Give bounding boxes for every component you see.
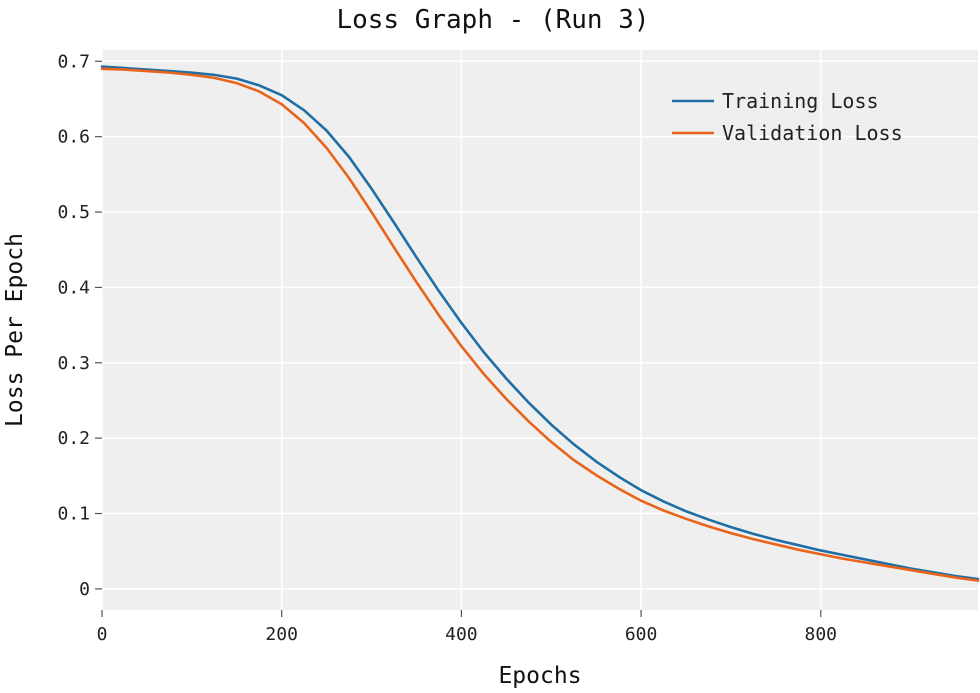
y-tick-label: 0	[79, 579, 90, 600]
y-axis-ticks: 0 0.1 0.2 0.3 0.4 0.5 0.6 0.7	[57, 51, 102, 600]
x-tick-label: 0	[97, 624, 108, 645]
legend-label: Training Loss	[722, 89, 879, 113]
y-tick-label: 0.3	[57, 353, 90, 374]
legend-label: Validation Loss	[722, 121, 903, 145]
x-axis-ticks: 0 200 400 600 800	[97, 610, 837, 645]
plot-area	[102, 50, 978, 610]
x-tick-label: 400	[445, 624, 478, 645]
legend: Training Loss Validation Loss	[672, 89, 903, 145]
x-tick-label: 600	[625, 624, 658, 645]
y-tick-label: 0.4	[57, 277, 90, 298]
y-axis-label: Loss Per Epoch	[2, 233, 28, 427]
series-lines	[100, 65, 980, 582]
x-tick-label: 200	[265, 624, 298, 645]
series-line-training-loss	[100, 65, 980, 581]
y-tick-label: 0.7	[57, 51, 90, 72]
x-axis-label: Epochs	[498, 663, 581, 689]
grid-lines	[101, 50, 978, 610]
y-tick-label: 0.5	[57, 202, 90, 223]
x-tick-label: 800	[805, 624, 838, 645]
series-line-validation-loss	[100, 67, 980, 582]
chart-title: Loss Graph - (Run 3)	[336, 5, 649, 35]
y-tick-label: 0.2	[57, 428, 90, 449]
y-tick-label: 0.1	[57, 504, 90, 525]
y-tick-label: 0.6	[57, 127, 90, 148]
